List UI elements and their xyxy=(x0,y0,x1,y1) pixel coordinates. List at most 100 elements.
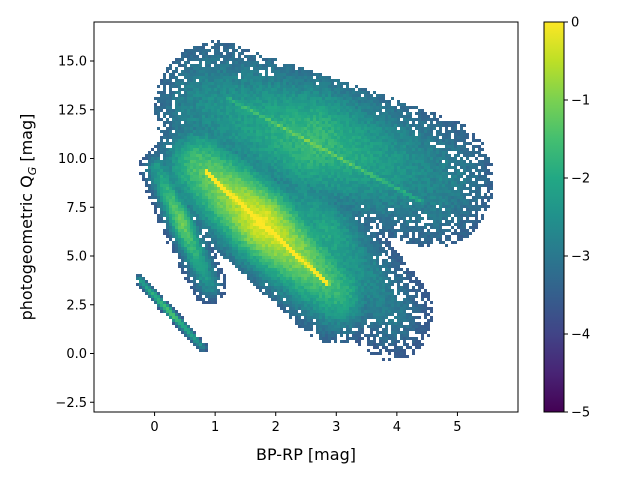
density-cell xyxy=(214,76,217,79)
density-cell xyxy=(232,115,235,118)
density-cell xyxy=(280,91,283,94)
density-cell xyxy=(298,265,301,268)
density-cell xyxy=(271,172,274,175)
density-cell xyxy=(304,166,307,169)
density-cell xyxy=(247,100,250,103)
density-cell xyxy=(298,283,301,286)
density-cell xyxy=(325,166,328,169)
density-cell xyxy=(193,139,196,142)
density-cell xyxy=(313,223,316,226)
density-cell xyxy=(205,127,208,130)
density-cell xyxy=(265,73,268,76)
density-cell xyxy=(250,265,253,268)
density-cell xyxy=(319,313,322,316)
density-cell xyxy=(169,223,172,226)
density-cell xyxy=(298,106,301,109)
density-cell xyxy=(298,166,301,169)
density-cell xyxy=(265,259,268,262)
density-cell xyxy=(250,256,253,259)
density-cell xyxy=(262,127,265,130)
density-cell xyxy=(184,172,187,175)
density-cell xyxy=(154,301,157,304)
density-cell xyxy=(277,127,280,130)
density-cell xyxy=(304,130,307,133)
density-cell xyxy=(169,142,172,145)
density-cell xyxy=(205,52,208,55)
density-cell xyxy=(301,124,304,127)
density-cell xyxy=(226,217,229,220)
density-cell xyxy=(175,211,178,214)
density-cell xyxy=(292,253,295,256)
density-cell xyxy=(289,187,292,190)
density-cell xyxy=(331,328,334,331)
density-cell xyxy=(277,196,280,199)
density-cell xyxy=(181,145,184,148)
density-cell xyxy=(307,226,310,229)
density-cell xyxy=(319,79,322,82)
density-cell xyxy=(265,235,268,238)
density-cell xyxy=(334,133,337,136)
density-cell xyxy=(235,196,238,199)
density-cell xyxy=(163,115,166,118)
density-cell xyxy=(208,223,211,226)
density-cell xyxy=(235,175,238,178)
density-cell xyxy=(271,241,274,244)
density-cell xyxy=(265,244,268,247)
density-cell xyxy=(289,139,292,142)
density-cell xyxy=(187,136,190,139)
density-cell xyxy=(181,199,184,202)
density-cell xyxy=(337,103,340,106)
density-cell xyxy=(205,292,208,295)
density-cell xyxy=(253,142,256,145)
density-cell xyxy=(229,157,232,160)
density-cell xyxy=(289,142,292,145)
density-cell xyxy=(313,313,316,316)
density-cell xyxy=(163,172,166,175)
density-cell xyxy=(244,235,247,238)
density-cell xyxy=(307,271,310,274)
density-cell xyxy=(205,250,208,253)
density-cell xyxy=(202,82,205,85)
density-cell xyxy=(226,190,229,193)
density-cell xyxy=(184,127,187,130)
density-cell xyxy=(289,259,292,262)
density-cell xyxy=(205,271,208,274)
density-cell xyxy=(229,133,232,136)
density-cell xyxy=(340,184,343,187)
density-cell xyxy=(184,118,187,121)
density-cell xyxy=(256,259,259,262)
density-cell xyxy=(268,250,271,253)
density-cell xyxy=(325,319,328,322)
density-cell xyxy=(295,202,298,205)
density-cell xyxy=(196,118,199,121)
density-cell xyxy=(181,328,184,331)
density-cell xyxy=(262,214,265,217)
density-cell xyxy=(235,151,238,154)
density-cell xyxy=(229,232,232,235)
density-cell xyxy=(184,52,187,55)
density-cell xyxy=(163,130,166,133)
density-cell xyxy=(190,109,193,112)
density-cell xyxy=(316,166,319,169)
density-cell xyxy=(208,82,211,85)
density-cell xyxy=(214,262,217,265)
density-cell xyxy=(190,49,193,52)
density-cell xyxy=(316,118,319,121)
density-cell xyxy=(286,277,289,280)
density-cell xyxy=(313,235,316,238)
density-cell xyxy=(238,265,241,268)
density-cell xyxy=(229,145,232,148)
density-cell xyxy=(283,67,286,70)
density-cell xyxy=(208,73,211,76)
density-cell xyxy=(193,148,196,151)
density-cell xyxy=(232,211,235,214)
density-cell xyxy=(298,205,301,208)
density-cell xyxy=(325,196,328,199)
density-cell xyxy=(220,118,223,121)
density-cell xyxy=(307,238,310,241)
density-cell xyxy=(289,292,292,295)
density-cell xyxy=(166,202,169,205)
density-cell xyxy=(319,139,322,142)
density-cell xyxy=(166,118,169,121)
density-cell xyxy=(208,226,211,229)
